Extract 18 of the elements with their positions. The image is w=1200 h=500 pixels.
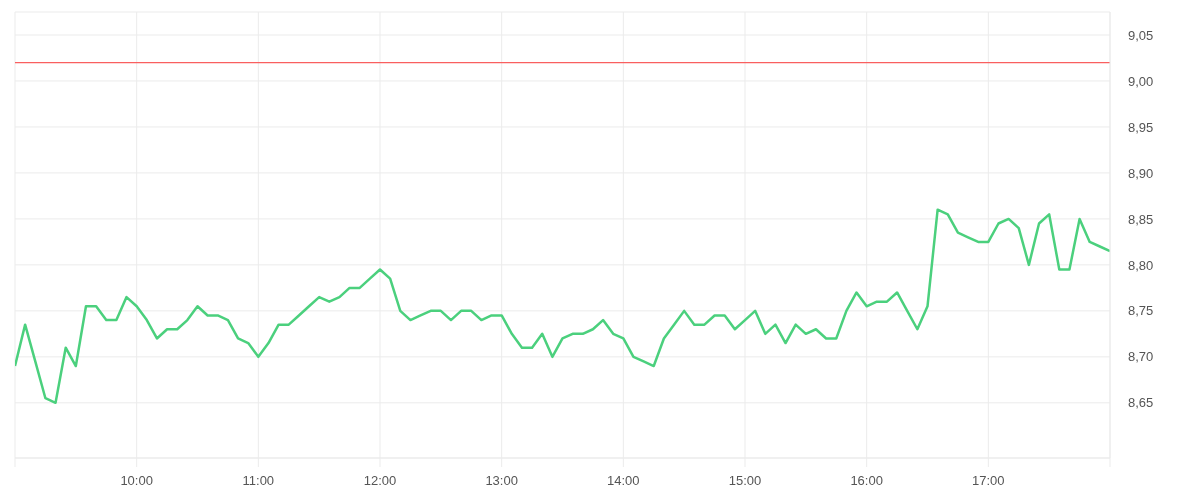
x-tick-label: 16:00	[850, 473, 883, 489]
y-tick-label: 8,85	[1128, 211, 1154, 227]
x-tick-label: 14:00	[607, 473, 640, 489]
x-tick-label: 10:00	[120, 473, 153, 489]
x-tick-label: 11:00	[242, 473, 275, 489]
y-tick-label: 9,05	[1128, 27, 1154, 43]
y-tick-label: 9,00	[1128, 73, 1154, 89]
x-tick-label: 13:00	[485, 473, 518, 489]
x-tick-label: 17:00	[972, 473, 1005, 489]
line-series	[15, 208, 1110, 405]
y-tick-label: 8,75	[1128, 303, 1154, 319]
x-tick-label: 15:00	[728, 473, 762, 489]
y-tick-label: 8,80	[1128, 257, 1154, 273]
x-tick-label: 12:00	[363, 473, 397, 489]
y-tick-label: 8,90	[1128, 165, 1154, 181]
y-tick-label: 8,70	[1128, 349, 1154, 365]
y-tick-label: 8,65	[1128, 395, 1154, 411]
y-tick-label: 8,95	[1128, 119, 1154, 135]
